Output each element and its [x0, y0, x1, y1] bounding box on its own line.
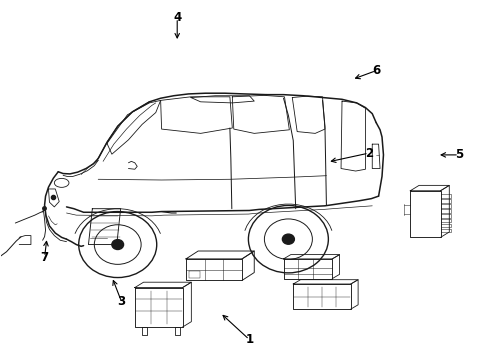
Text: 6: 6	[371, 64, 380, 77]
Text: 5: 5	[454, 148, 462, 161]
Text: 3: 3	[117, 296, 125, 309]
Ellipse shape	[112, 240, 123, 249]
Text: 1: 1	[245, 333, 253, 346]
Text: 4: 4	[173, 12, 181, 24]
Text: 2: 2	[364, 147, 372, 159]
Text: 7: 7	[41, 251, 48, 264]
Ellipse shape	[282, 234, 294, 244]
